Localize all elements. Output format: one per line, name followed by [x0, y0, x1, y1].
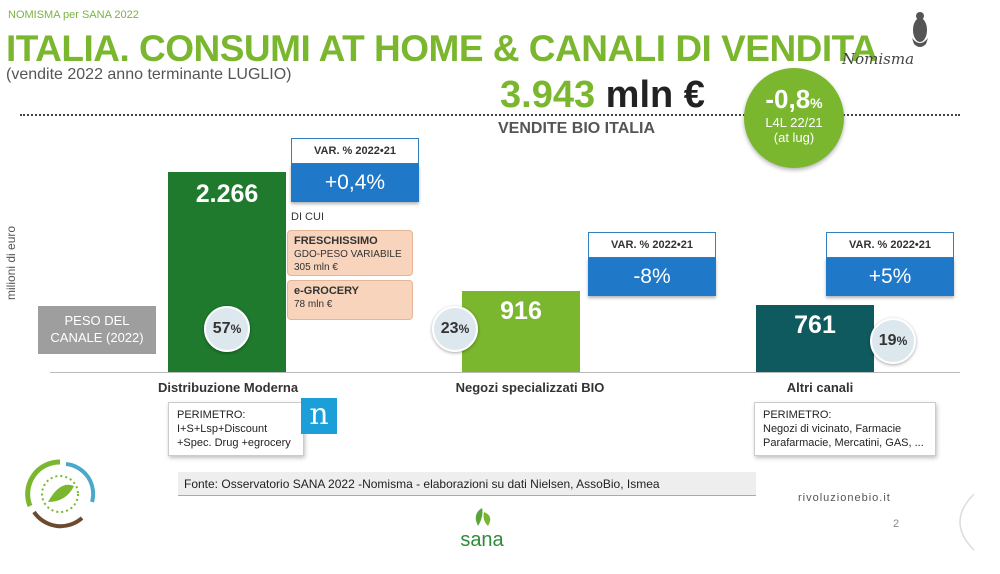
- total-unit: mln €: [605, 74, 705, 116]
- bar-value-label-3: 761: [794, 311, 836, 339]
- page-title: ITALIA. CONSUMI AT HOME & CANALI DI VEND…: [6, 28, 878, 69]
- perimeter-other: PERIMETRO: Negozi di vicinato, Farmacie …: [754, 402, 936, 456]
- bar-value-label-1: 2.266: [195, 180, 259, 208]
- l4l-badge: -0,8% L4L 22/21 (at lug): [744, 68, 844, 168]
- di-cui-label: DI CUI: [291, 211, 324, 223]
- category-label-3: Altri canali: [786, 380, 854, 395]
- nomisma-logo-text: Nomisma: [842, 50, 915, 68]
- variation-header-1: VAR. % 2022•21: [291, 138, 419, 164]
- variation-header-3: VAR. % 2022•21: [826, 232, 954, 258]
- variation-box-1: VAR. % 2022•21 +0,4%: [291, 138, 419, 202]
- variation-header-2: VAR. % 2022•21: [588, 232, 716, 258]
- perimeter-gdo: PERIMETRO: I+S+Lsp+Discount +Spec. Drug …: [168, 402, 304, 456]
- page-subtitle: (vendite 2022 anno terminante LUGLIO): [6, 66, 292, 83]
- category-label-1: Distribuzione Moderna: [157, 380, 299, 395]
- bar-value-label-2: 916: [500, 297, 542, 325]
- y-axis-label: milioni di euro: [4, 225, 18, 300]
- freschissimo-box: FRESCHISSIMO GDO-PESO VARIABILE 305 mln …: [287, 230, 413, 276]
- share-circle-3: 19%: [870, 318, 916, 364]
- egrocery-box: e-GROCERY 78 mln €: [287, 280, 413, 320]
- variation-box-3: VAR. % 2022•21 +5%: [826, 232, 954, 296]
- site-url: rivoluzionebio.it: [798, 492, 891, 504]
- variation-value-1: +0,4%: [291, 164, 419, 202]
- share-circle-2: 23%: [432, 306, 478, 352]
- header-divider: [20, 114, 960, 116]
- total-value: 3.943: [500, 74, 596, 116]
- source-note: Fonte: Osservatorio SANA 2022 -Nomisma -…: [178, 472, 756, 496]
- corner-arc-decoration: [959, 493, 975, 551]
- l4l-value: -0,8%: [765, 84, 823, 114]
- variation-box-2: VAR. % 2022•21 -8%: [588, 232, 716, 296]
- l4l-note-line1: L4L 22/21: [765, 115, 823, 130]
- bar-2: 916: [462, 291, 580, 372]
- sana-logo-text: sana: [460, 529, 504, 551]
- nielsen-logo-icon: n: [301, 398, 337, 434]
- total-sales: 3.943 mln €: [500, 74, 705, 117]
- peso-canale-label: PESO DEL CANALE (2022): [38, 306, 156, 354]
- nomisma-logo-icon: [912, 12, 928, 47]
- bio-leaf-logo-icon: [25, 459, 96, 529]
- page-number: 2: [893, 518, 900, 530]
- bar-3: 761: [756, 305, 874, 372]
- share-circle-1: 57%: [204, 306, 250, 352]
- chart-baseline: [50, 372, 960, 373]
- total-label: VENDITE BIO ITALIA: [498, 120, 656, 137]
- sana-logo-icon: sana: [460, 508, 505, 551]
- variation-value-3: +5%: [826, 258, 954, 296]
- category-label-2: Negozi specializzati BIO: [455, 380, 605, 395]
- variation-value-2: -8%: [588, 258, 716, 296]
- source-tag: NOMISMA per SANA 2022: [8, 9, 139, 21]
- l4l-note-line2: (at lug): [773, 130, 815, 145]
